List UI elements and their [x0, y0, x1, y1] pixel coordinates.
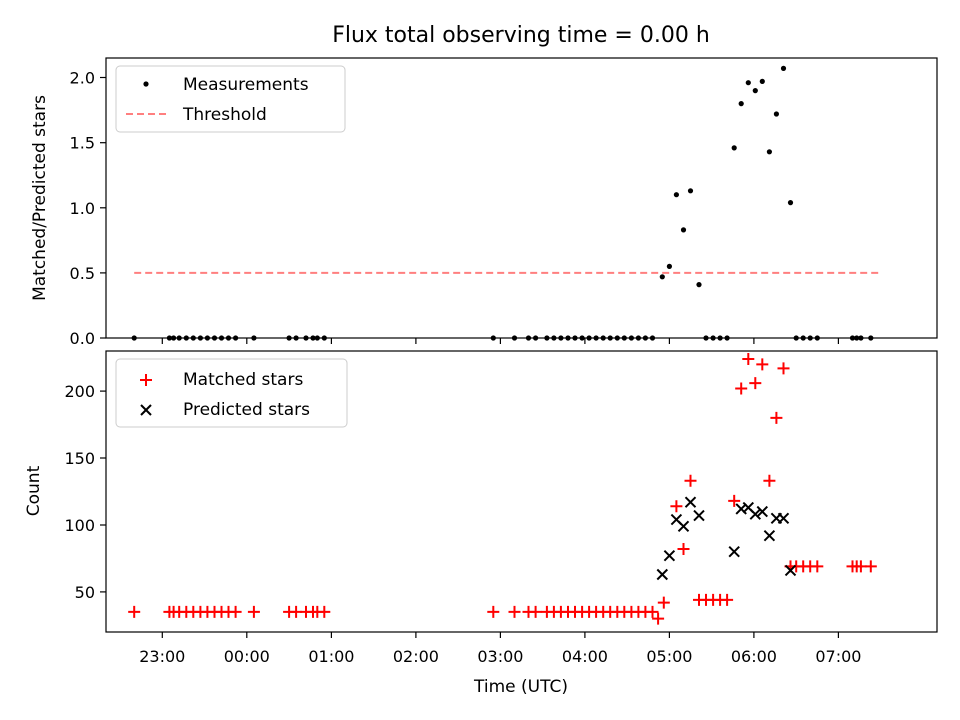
matched-star-point	[508, 605, 521, 618]
bottom-axes-frame	[105, 350, 938, 633]
x-tick-label: 00:00	[224, 647, 270, 666]
y-tick-label: 1.5	[70, 134, 95, 153]
matched-star-point	[646, 605, 659, 618]
bottom-legend: Matched stars Predicted stars	[115, 358, 348, 428]
measurement-point	[759, 78, 765, 84]
predicted-star-point	[784, 564, 797, 577]
predicted-star-point	[693, 509, 705, 522]
legend-predicted-marker	[140, 404, 152, 416]
matched-star-point	[756, 358, 769, 371]
legend-measurements-label: Measurements	[183, 75, 309, 95]
top-x-ticks	[161, 338, 840, 344]
predicted-star-point	[756, 505, 769, 518]
legend-threshold-label: Threshold	[182, 105, 267, 125]
measurement-point	[731, 145, 737, 151]
x-tick-label: 06:00	[731, 647, 777, 666]
top-legend: Measurements Threshold	[115, 65, 346, 133]
y-tick-label: 50	[75, 583, 95, 602]
top-y-ticks: 0.0 0.5 1.0 1.5 2.0	[70, 69, 106, 348]
measurement-point	[745, 80, 751, 86]
bottom-x-ticks: 23:00 00:00 01:00 02:00 03:00 04:00 05:00 06:00…	[139, 632, 861, 666]
matched-star-point	[763, 474, 776, 487]
legend-matched-label: Matched stars	[183, 370, 303, 390]
top-axes-frame	[105, 57, 938, 339]
predicted-star-point	[677, 520, 690, 533]
matched-star-point	[770, 411, 783, 424]
predicted-star-point	[663, 549, 676, 562]
x-tick-label: 23:00	[139, 647, 185, 666]
measurement-point	[680, 227, 687, 233]
matched-star-point	[728, 494, 741, 507]
y-tick-label: 0.5	[70, 264, 95, 283]
matched-star-point	[128, 605, 141, 618]
predicted-star-point	[763, 529, 776, 542]
matched-star-point	[677, 543, 690, 555]
legend-measurements-marker	[143, 81, 149, 87]
measurement-point	[773, 111, 780, 117]
matched-star-point	[735, 382, 748, 395]
matched-star-point	[684, 474, 697, 487]
measurement-point	[666, 263, 673, 269]
y-tick-label: 150	[64, 449, 95, 468]
matched-star-point	[487, 605, 500, 618]
top-y-axis-label: Matched/Predicted stars	[30, 95, 50, 301]
measurement-point	[752, 88, 758, 94]
measurement-point	[766, 149, 773, 155]
measurement-point	[673, 192, 680, 198]
predicted-star-point	[777, 512, 790, 525]
y-tick-label: 0.0	[70, 329, 95, 348]
top-legend-box	[115, 65, 346, 133]
legend-predicted-label: Predicted stars	[183, 400, 310, 420]
x-tick-label: 04:00	[562, 647, 608, 666]
y-tick-label: 100	[64, 516, 95, 535]
matched-star-point	[318, 605, 331, 618]
predicted-star-point	[728, 545, 740, 558]
chart-title: Flux total observing time = 0.00 h	[332, 23, 710, 48]
measurement-point	[780, 65, 787, 71]
matched-star-point	[864, 560, 877, 573]
measurement-point	[738, 101, 744, 107]
matched-star-point	[652, 612, 665, 625]
predicted-star-point	[656, 568, 669, 581]
legend-matched-marker	[140, 374, 152, 386]
matched-star-point	[670, 500, 683, 513]
top-panel: 0.00.51.01.52.0 Matched/Predicted stars …	[30, 57, 938, 348]
matched-star-point	[657, 596, 670, 609]
measurement-point	[787, 200, 794, 206]
matched-star-point	[529, 605, 542, 618]
matched-star-point	[247, 605, 260, 618]
bottom-y-ticks: 50 100 150 200	[64, 382, 106, 602]
matched-star-point	[749, 377, 762, 390]
x-tick-label: 05:00	[646, 647, 692, 666]
matched-star-point	[742, 353, 755, 365]
x-tick-label: 01:00	[308, 647, 354, 666]
bottom-legend-box	[115, 358, 348, 428]
measurement-point	[696, 282, 702, 288]
matched-star-point	[721, 593, 734, 606]
matched-star-point	[811, 560, 824, 573]
x-tick-label: 02:00	[393, 647, 439, 666]
measurement-point	[659, 274, 665, 280]
bottom-panel: 50 100 150 200 23:00 00:00 01:00 02:00 03:00 04:…	[24, 350, 938, 697]
x-tick-label: 03:00	[477, 647, 523, 666]
y-tick-label: 2.0	[70, 69, 95, 88]
matched-star-point	[777, 362, 790, 375]
x-axis-label: Time (UTC)	[473, 677, 568, 697]
y-tick-label: 200	[64, 382, 95, 401]
measurement-point	[687, 188, 694, 194]
predicted-star-point	[684, 496, 697, 508]
y-tick-label: 1.0	[70, 199, 95, 218]
predicted-star-point	[749, 508, 762, 520]
x-tick-label: 07:00	[815, 647, 861, 666]
bottom-y-axis-label: Count	[24, 465, 44, 516]
matched-star-point	[229, 605, 242, 618]
bottom-plot-marks	[128, 353, 877, 625]
